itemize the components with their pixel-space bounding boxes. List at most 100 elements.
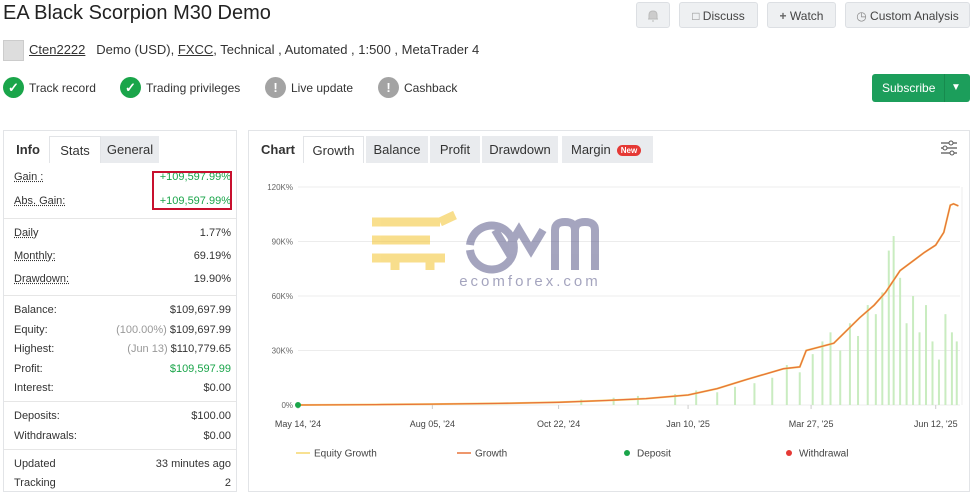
pending-icon: !: [265, 77, 286, 98]
stat-row: Drawdown: 19.90%: [14, 271, 231, 287]
tab-label: Balance: [373, 142, 421, 157]
stat-row: Gain : +109,597.99%: [14, 169, 231, 185]
pending-icon: !: [378, 77, 399, 98]
stat-label: Daily: [14, 227, 39, 239]
stat-row: Withdrawals: $0.00: [14, 428, 231, 444]
stat-value: $0.00: [203, 429, 231, 442]
subscribe-button[interactable]: Subscribe ▼: [872, 74, 970, 102]
tab[interactable]: Info: [16, 142, 40, 157]
stat-row: Deposits: $100.00: [14, 408, 231, 424]
stat-row: Profit: $109,597.99: [14, 361, 231, 377]
stat-label: Gain :: [14, 171, 44, 183]
tab-label: Drawdown: [489, 142, 551, 157]
stat-value-wrap: $0.00: [203, 428, 231, 444]
stat-label: Updated: [14, 458, 56, 470]
stat-label: Drawdown:: [14, 273, 70, 285]
tab[interactable]: Profit: [430, 136, 480, 163]
stat-label: Balance:: [14, 304, 57, 316]
stat-label: Abs. Gain:: [14, 195, 66, 207]
tab-label: Growth: [312, 143, 355, 158]
highlight-box: [152, 171, 232, 210]
stat-row: Tracking 2: [14, 475, 231, 491]
stats-panel: Info Stats General Gain : +109,597.99% Abs. G…: [3, 130, 237, 492]
subscribe-label: Subscribe: [882, 81, 936, 95]
stat-label: Equity:: [14, 323, 48, 336]
stat-label: Tracking: [14, 477, 56, 489]
stat-value: 69.19%: [193, 250, 231, 262]
user-link[interactable]: Cten2222: [29, 42, 86, 57]
badge-label: Trading privileges: [146, 81, 241, 95]
stat-row: Monthly: 69.19%: [14, 248, 231, 264]
stat-note: (Jun 13): [127, 343, 168, 355]
button-label: Watch: [789, 9, 824, 23]
badge-label: Cashback: [404, 81, 458, 95]
bell-icon: [648, 10, 658, 22]
stat-row: Updated 33 minutes ago: [14, 456, 231, 472]
bell-button[interactable]: [636, 2, 670, 28]
account-type: Demo (USD),: [96, 42, 175, 57]
stat-value: +109,597.99%: [159, 195, 231, 207]
tab[interactable]: Margin New: [562, 136, 653, 163]
tab[interactable]: Stats: [49, 136, 101, 163]
stat-value: 1.77%: [199, 227, 231, 239]
tab[interactable]: General: [101, 136, 159, 163]
stat-row: Interest: $0.00: [14, 380, 231, 396]
stat-label: Monthly:: [14, 250, 56, 262]
stat-value-wrap: +109,597.99%: [160, 193, 231, 209]
stat-row: Daily 1.77%: [14, 225, 231, 241]
stat-label: Interest:: [14, 382, 54, 394]
button-label: Custom Analysis: [870, 9, 959, 23]
separator: [4, 295, 236, 296]
stat-label: Deposits:: [14, 410, 60, 422]
page-title: EA Black Scorpion M30 Demo: [3, 2, 271, 24]
stat-value: $109,697.99: [169, 304, 231, 316]
chart-panel: Chart Growth Balance Profit Drawdown Margin Ne…: [248, 130, 970, 492]
stat-row: Equity: (100.00%) $109,697.99: [14, 322, 231, 338]
stat-row: Abs. Gain: +109,597.99%: [14, 193, 231, 209]
stat-label: Withdrawals:: [14, 429, 77, 442]
stat-value: 33 minutes ago: [155, 458, 231, 470]
tab[interactable]: Balance: [366, 136, 428, 163]
tab[interactable]: Chart: [253, 136, 303, 163]
badge-label: Live update: [291, 81, 354, 95]
stat-value-wrap: (Jun 13) $110,779.65: [127, 341, 231, 357]
custom-analysis-button[interactable]: ◷ Custom Analysis: [845, 2, 970, 28]
stat-value: 19.90%: [193, 273, 231, 285]
stat-value-wrap: 1.77%: [200, 225, 231, 241]
avatar: [3, 40, 24, 61]
check-icon: ✓: [120, 77, 141, 98]
settings-icon[interactable]: [939, 139, 959, 157]
broker-link[interactable]: FXCC: [177, 42, 214, 57]
stat-value-wrap: +109,597.99%: [160, 169, 231, 185]
stat-value-wrap: (100.00%) $109,697.99: [116, 322, 231, 338]
stat-value: $109,697.99: [169, 323, 231, 336]
stat-value-wrap: 33 minutes ago: [156, 456, 231, 472]
stat-value-wrap: 69.19%: [194, 248, 231, 264]
stat-value: $109,597.99: [169, 362, 231, 375]
stat-value-wrap: 2: [225, 475, 231, 491]
stat-label: Highest:: [14, 343, 55, 355]
tab[interactable]: Growth: [303, 136, 364, 163]
stat-value: $100.00: [191, 410, 231, 422]
tab-label: Chart: [261, 142, 295, 157]
stat-note: (100.00%): [116, 323, 167, 336]
check-icon: ✓: [3, 77, 24, 98]
watch-button[interactable]: + Watch: [767, 2, 836, 28]
stat-value: $110,779.65: [170, 343, 231, 355]
stat-row: Balance: $109,697.99: [14, 302, 231, 318]
discuss-button[interactable]: □ Discuss: [679, 2, 758, 28]
tab[interactable]: Drawdown: [482, 136, 558, 163]
button-label: Discuss: [702, 9, 745, 23]
stat-value: 2: [224, 477, 231, 489]
stat-value-wrap: $109,697.99: [170, 302, 231, 318]
stat-value-wrap: $109,597.99: [170, 361, 231, 377]
stat-value: +109,597.99%: [159, 171, 231, 183]
account-details: , Technical , Automated , 1:500 , MetaTr…: [213, 42, 480, 57]
account-line: Cten2222 Demo (USD), FXCC, Technical , A…: [29, 42, 479, 57]
stat-value: $0.00: [203, 382, 231, 394]
stat-value-wrap: $100.00: [191, 408, 231, 424]
new-badge: New: [616, 145, 642, 157]
tab-label: Margin: [571, 142, 611, 157]
badge-label: Track record: [29, 81, 96, 95]
